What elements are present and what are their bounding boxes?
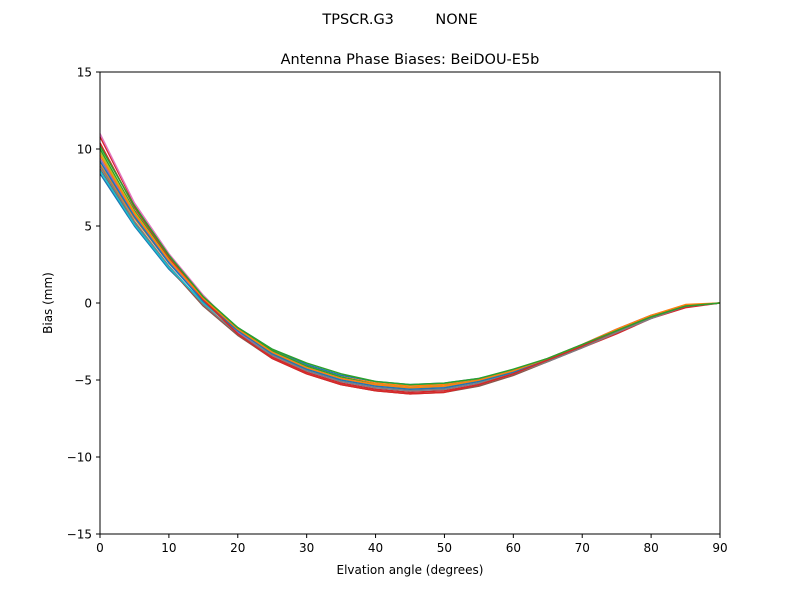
x-axis-label: Elvation angle (degrees) (337, 563, 484, 577)
chart-title: Antenna Phase Biases: BeiDOU-E5b (281, 52, 540, 68)
x-tick-label: 90 (712, 541, 727, 555)
x-tick-label: 10 (161, 541, 176, 555)
y-tick-label: 15 (77, 66, 92, 80)
series-line-14 (99, 145, 721, 386)
y-tick-label: −10 (67, 451, 92, 465)
x-tick-label: 30 (299, 541, 314, 555)
y-tick-label: −15 (67, 528, 92, 542)
figure-suptitle: TPSCR.G3 NONE (321, 12, 477, 28)
y-tick-label: −5 (74, 374, 92, 388)
x-tick-label: 40 (368, 541, 383, 555)
y-axis: −15 −10 −5 0 5 10 15 (67, 66, 100, 542)
y-tick-label: 0 (84, 297, 92, 311)
x-tick-label: 70 (575, 541, 590, 555)
y-tick-label: 5 (84, 220, 92, 234)
y-tick-label: 10 (77, 143, 92, 157)
y-axis-label: Bias (mm) (41, 272, 55, 334)
series-line-13 (99, 154, 721, 389)
x-axis: 0 10 20 30 40 50 60 70 80 90 (96, 534, 728, 555)
plot-series (99, 133, 721, 395)
series-line-8 (99, 165, 721, 392)
x-tick-label: 0 (96, 541, 104, 555)
x-tick-label: 60 (506, 541, 521, 555)
x-tick-label: 50 (437, 541, 452, 555)
x-tick-label: 80 (643, 541, 658, 555)
x-tick-label: 20 (230, 541, 245, 555)
